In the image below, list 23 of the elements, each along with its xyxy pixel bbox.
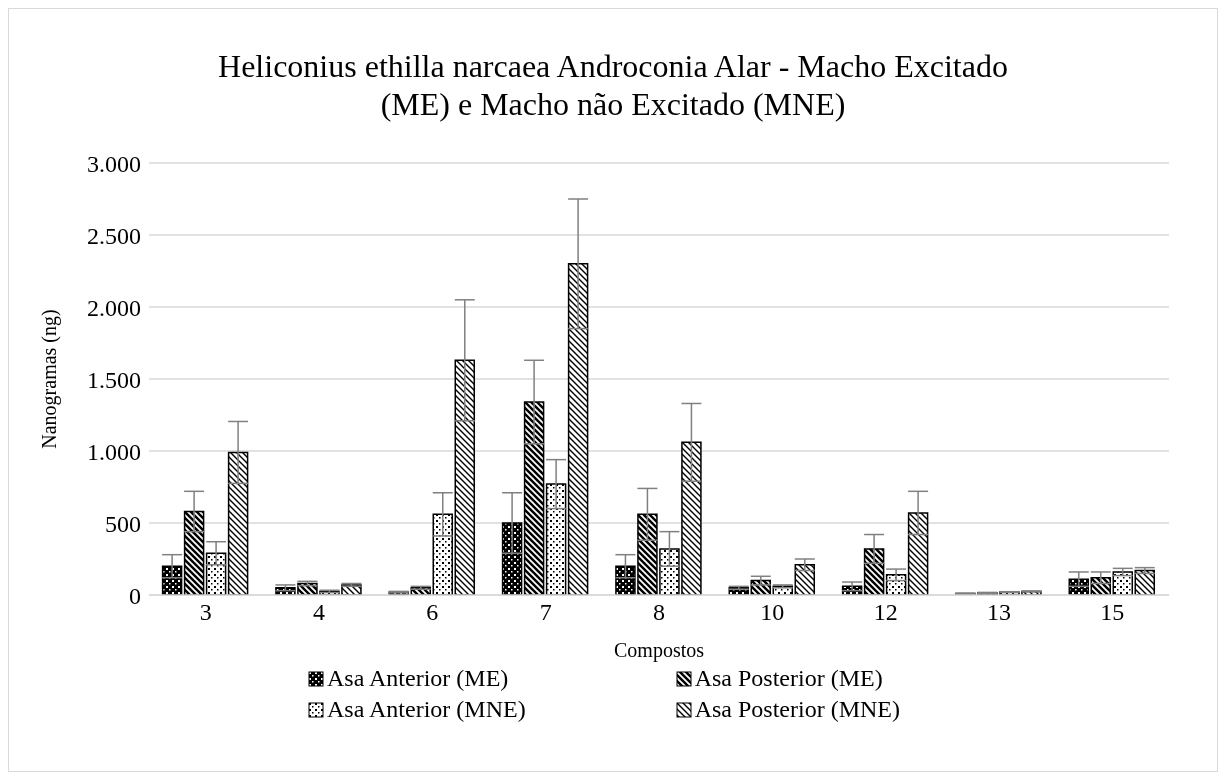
y-tick-label: 2.500 bbox=[87, 222, 141, 249]
y-tick-label: 1.000 bbox=[87, 438, 141, 465]
x-tick-label: 4 bbox=[313, 599, 325, 626]
chart-title: Heliconius ethilla narcaea Androconia Alar - Macho Excitado (ME) e Macho não Excitado (MNE) bbox=[217, 47, 1009, 123]
x-tick-label: 12 bbox=[873, 599, 898, 626]
x-tick-label: 6 bbox=[426, 599, 439, 626]
x-tick-label: 8 bbox=[653, 599, 665, 626]
x-axis-title: Compostos bbox=[613, 639, 705, 662]
x-tick-label: 13 bbox=[987, 599, 1011, 626]
legend-label: Asa Posterior (MNE) bbox=[694, 696, 900, 723]
legend-label: Asa Anterior (MNE) bbox=[327, 696, 526, 723]
legend-label: Asa Anterior (ME) bbox=[327, 665, 509, 692]
y-axis-title: Nanogramas (ng) bbox=[38, 309, 62, 449]
y-tick-label: 3.000 bbox=[87, 150, 141, 177]
x-tick-label: 3 bbox=[199, 599, 212, 626]
y-tick-label: 0 bbox=[129, 582, 141, 609]
legend-label: Asa Posterior (ME) bbox=[694, 665, 883, 692]
x-tick-label: 7 bbox=[539, 599, 552, 626]
y-tick-label: 2.000 bbox=[87, 294, 141, 321]
y-tick-label: 1.500 bbox=[87, 366, 141, 393]
x-tick-label: 15 bbox=[1100, 599, 1125, 626]
x-tick-label: 10 bbox=[760, 599, 785, 626]
y-tick-label: 500 bbox=[105, 510, 141, 537]
